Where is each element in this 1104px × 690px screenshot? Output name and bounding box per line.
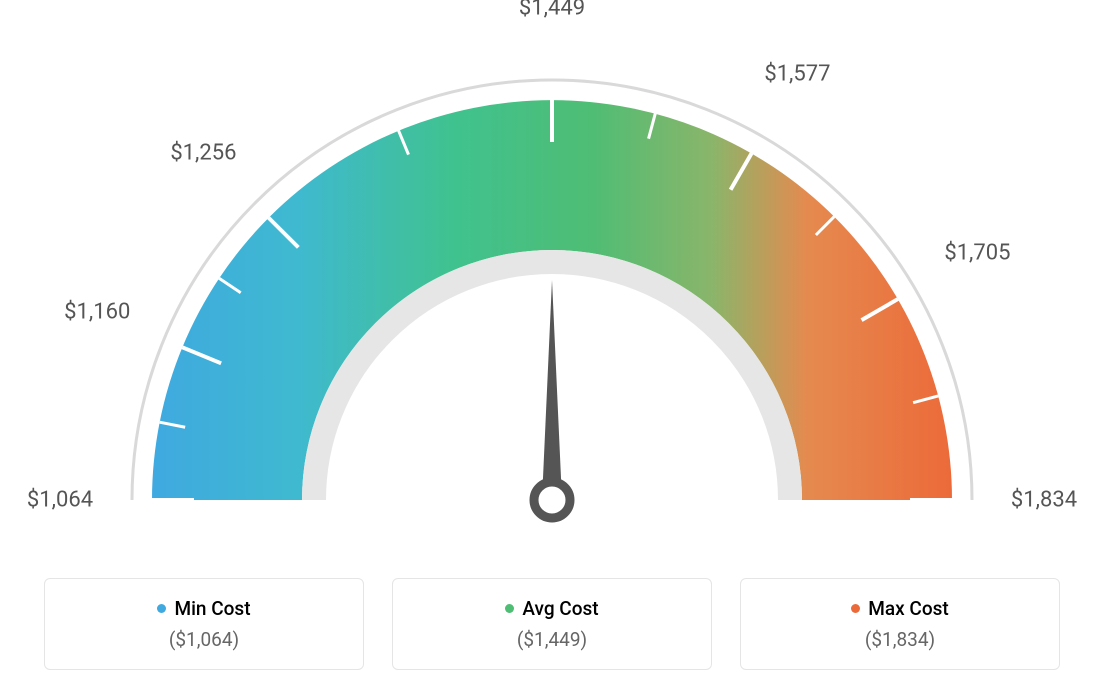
gauge-tick-label: $1,577	[764, 61, 830, 86]
legend-label: Min Cost	[174, 597, 250, 620]
legend-value: ($1,834)	[751, 628, 1049, 651]
gauge-tick-label: $1,256	[170, 140, 236, 165]
legend-card-min: Min Cost ($1,064)	[44, 578, 364, 670]
legend-value: ($1,449)	[403, 628, 701, 651]
dot-icon	[851, 604, 860, 613]
gauge-svg	[0, 0, 1104, 560]
gauge-tick-label: $1,705	[944, 240, 1010, 265]
dot-icon	[157, 604, 166, 613]
legend-card-avg: Avg Cost ($1,449)	[392, 578, 712, 670]
legend-title-max: Max Cost	[851, 597, 948, 620]
legend-title-avg: Avg Cost	[505, 597, 598, 620]
gauge-tick-label: $1,160	[64, 300, 130, 325]
legend-card-max: Max Cost ($1,834)	[740, 578, 1060, 670]
gauge-tick-label: $1,449	[519, 0, 585, 21]
legend-label: Max Cost	[868, 597, 948, 620]
legend-value: ($1,064)	[55, 628, 353, 651]
gauge-chart: $1,064 $1,160 $1,256 $1,449 $1,577 $1,705 $1,8…	[0, 0, 1104, 560]
dot-icon	[505, 604, 514, 613]
legend-row: Min Cost ($1,064) Avg Cost ($1,449) Max …	[0, 578, 1104, 670]
legend-label: Avg Cost	[522, 597, 598, 620]
legend-title-min: Min Cost	[157, 597, 250, 620]
gauge-tick-label: $1,064	[27, 488, 93, 513]
gauge-tick-label: $1,834	[1011, 488, 1077, 513]
